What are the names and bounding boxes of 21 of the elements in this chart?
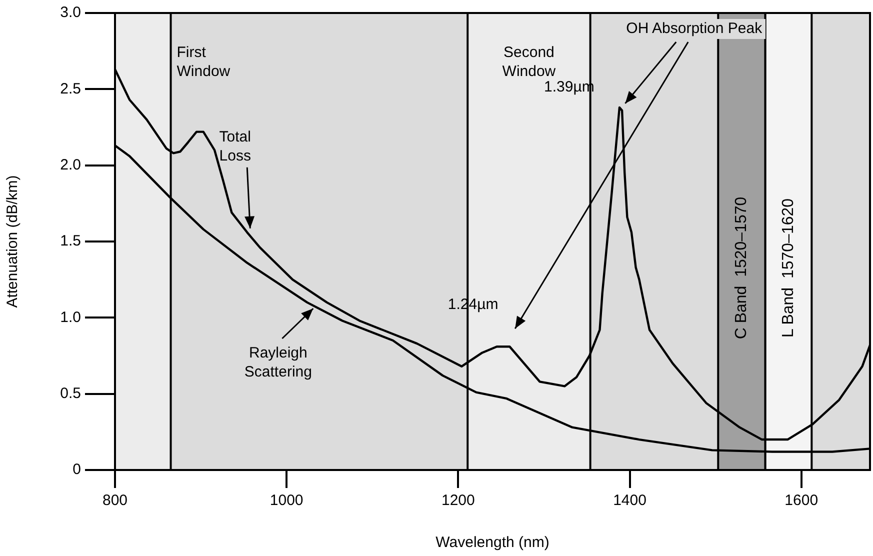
- y-tick-label: 2.0: [60, 156, 81, 174]
- x-tick-label: 1600: [784, 492, 818, 510]
- x-axis-title: Wavelength (nm): [436, 534, 550, 552]
- x-tick-label: 1000: [270, 492, 304, 510]
- x-tick-label: 1200: [441, 492, 475, 510]
- y-tick-label: 1.0: [60, 308, 81, 326]
- band-label: Second Window: [502, 44, 556, 80]
- band-label: C Band 1520–1570: [733, 196, 750, 340]
- band-label: L Band 1570–1620: [780, 198, 797, 338]
- annotation: Rayleigh Scattering: [244, 344, 312, 381]
- annotation: OH Absorption Peak: [626, 20, 763, 38]
- band-label: First Window: [176, 44, 230, 80]
- y-tick-label: 3.0: [60, 4, 81, 22]
- y-tick-label: 0.5: [60, 384, 81, 402]
- x-tick-label: 1400: [613, 492, 646, 510]
- y-axis-title: Attenuation (dB/km): [4, 175, 22, 308]
- y-tick-label: 1.5: [60, 232, 81, 250]
- annotation: Total Loss: [219, 128, 251, 164]
- x-tick-label: 800: [102, 492, 128, 510]
- y-tick-label: 2.5: [60, 80, 81, 98]
- y-tick-label: 0: [72, 461, 81, 478]
